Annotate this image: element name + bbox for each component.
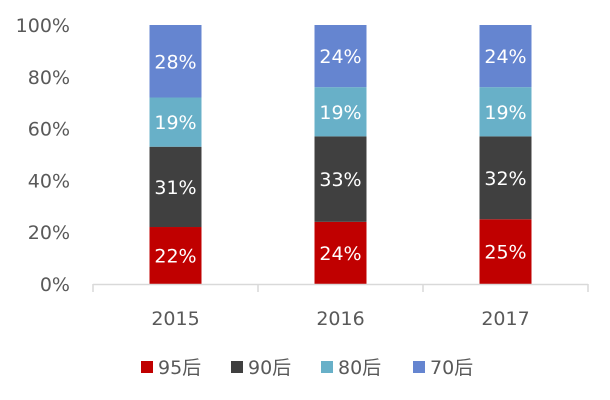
bar-segment (314, 221, 367, 284)
bar-segment (314, 87, 367, 137)
bar-segment (149, 146, 202, 228)
legend-swatch (321, 361, 333, 373)
bar-segment (479, 136, 532, 220)
y-tick-label: 0% (40, 274, 70, 296)
x-tick-label: 2017 (481, 308, 529, 330)
legend-label: 90后 (248, 357, 291, 379)
bar-segment (314, 136, 367, 222)
data-label: 24% (319, 243, 361, 265)
y-tick-label: 20% (28, 222, 70, 244)
data-label: 22% (154, 246, 196, 268)
bar-segment (149, 227, 202, 284)
data-label: 24% (319, 46, 361, 68)
legend-label: 80后 (338, 357, 381, 379)
data-label: 33% (319, 169, 361, 191)
y-tick-label: 100% (16, 15, 70, 37)
x-tick-label: 2016 (316, 308, 364, 330)
legend-swatch (413, 361, 425, 373)
data-label: 19% (319, 102, 361, 124)
bar-segment (314, 25, 367, 88)
y-tick-label: 40% (28, 170, 70, 192)
y-tick-label: 80% (28, 67, 70, 89)
bar-segment (479, 87, 532, 137)
bar-segment (479, 25, 532, 88)
data-label: 32% (484, 168, 526, 190)
legend-label: 95后 (158, 357, 201, 379)
data-label: 28% (154, 51, 196, 73)
legend-swatch (231, 361, 243, 373)
bar-segment (149, 97, 202, 147)
legend-label: 70后 (430, 357, 473, 379)
legend-swatch (141, 361, 153, 373)
bar-segment (149, 25, 202, 98)
data-label: 19% (484, 102, 526, 124)
bar-segment (479, 219, 532, 284)
y-tick-label: 60% (28, 119, 70, 141)
x-tick-label: 2015 (151, 308, 199, 330)
data-label: 25% (484, 242, 526, 264)
data-label: 19% (154, 112, 196, 134)
data-label: 31% (154, 177, 196, 199)
data-label: 24% (484, 46, 526, 68)
